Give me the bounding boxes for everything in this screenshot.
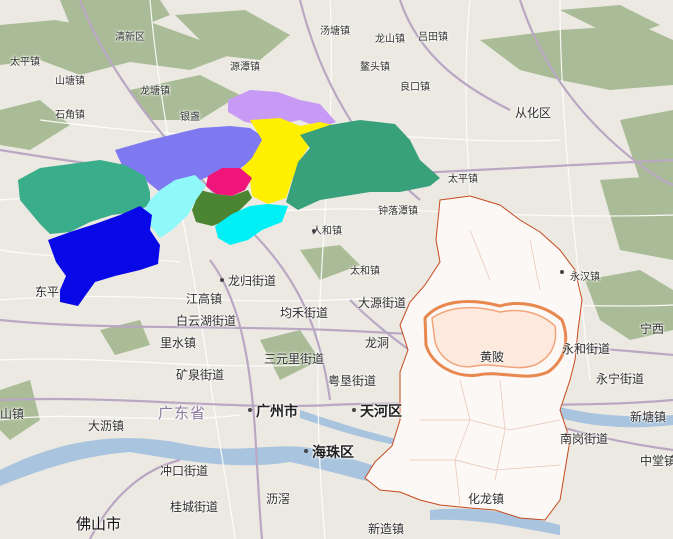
place-label: 龙山镇 <box>375 34 405 45</box>
city-marker <box>304 449 308 453</box>
rivers <box>0 395 673 535</box>
place-label: 龙洞 <box>365 336 390 350</box>
place-label: 中堂镇 <box>640 454 673 468</box>
place-label: 粤垦街道 <box>328 374 377 388</box>
place-label: 银盏 <box>180 112 200 123</box>
place-label: 三元里街道 <box>264 352 325 366</box>
place-label: 里水镇 <box>160 336 197 350</box>
place-label: 永宁街道 <box>596 372 645 386</box>
place-label: 冲口街道 <box>160 464 209 478</box>
place-label: 良口镇 <box>400 82 430 93</box>
region-teal-left <box>18 160 150 234</box>
city-label: 佛山市 <box>76 515 122 533</box>
district-label: 天河区 <box>360 404 402 420</box>
region-lavender <box>228 90 336 128</box>
place-label: 大源街道 <box>358 296 407 310</box>
place-label: 矿泉街道 <box>176 368 225 382</box>
place-label: 均禾街道 <box>280 306 329 320</box>
place-label: 人和镇 <box>312 226 342 237</box>
place-label: 钟落潭镇 <box>378 206 418 217</box>
place-label: 桂城街道 <box>170 500 219 514</box>
place-label: 太平镇 <box>10 57 40 68</box>
place-label: 永和街道 <box>562 342 611 356</box>
place-label: 沥滘 <box>266 492 291 506</box>
place-label: 汤塘镇 <box>320 26 350 37</box>
city-marker <box>248 408 252 412</box>
place-label: 南岗街道 <box>560 432 609 446</box>
place-label: 东平 <box>35 285 60 299</box>
heat-region <box>364 195 583 521</box>
region-magenta <box>206 168 252 196</box>
place-marker <box>220 278 224 282</box>
region-green-right <box>286 120 440 210</box>
place-label: 石角镇 <box>55 110 85 121</box>
province-label: 广东省 <box>158 404 207 422</box>
place-label: 新造镇 <box>368 522 405 536</box>
place-label: 永汉镇 <box>570 272 600 283</box>
region-cyan <box>215 204 288 245</box>
city-marker <box>352 408 356 412</box>
place-label: 江高镇 <box>186 292 223 306</box>
place-label: 新塘镇 <box>630 410 667 424</box>
place-label: 宁西 <box>640 322 665 336</box>
region-olive <box>192 190 252 226</box>
place-label: 太平镇 <box>448 174 478 185</box>
place-label: 鳌头镇 <box>360 62 390 73</box>
city-label: 广州市 <box>256 404 298 420</box>
place-label: 从化区 <box>515 106 552 120</box>
district-label: 海珠区 <box>312 445 354 461</box>
place-label: 龙塘镇 <box>140 86 170 97</box>
place-label: 黄陂 <box>480 350 505 364</box>
place-marker <box>560 270 564 274</box>
place-label: 山塘镇 <box>55 76 85 87</box>
place-label: 化龙镇 <box>468 492 505 506</box>
region-periwinkle <box>115 126 268 192</box>
place-label: 龙归街道 <box>228 274 277 288</box>
forest-areas <box>0 0 673 440</box>
place-marker <box>312 229 316 233</box>
region-lightcyan <box>142 175 206 238</box>
place-label: 大沥镇 <box>88 419 125 433</box>
place-label: 清新区 <box>115 32 145 43</box>
place-label: 吕田镇 <box>418 32 448 43</box>
place-label: 源潭镇 <box>230 62 260 73</box>
place-label: 白云湖街道 <box>176 314 237 328</box>
region-blue <box>48 206 160 306</box>
place-label: 太和镇 <box>350 266 380 277</box>
region-polygons <box>18 90 440 306</box>
place-label: 山镇 <box>0 407 25 421</box>
